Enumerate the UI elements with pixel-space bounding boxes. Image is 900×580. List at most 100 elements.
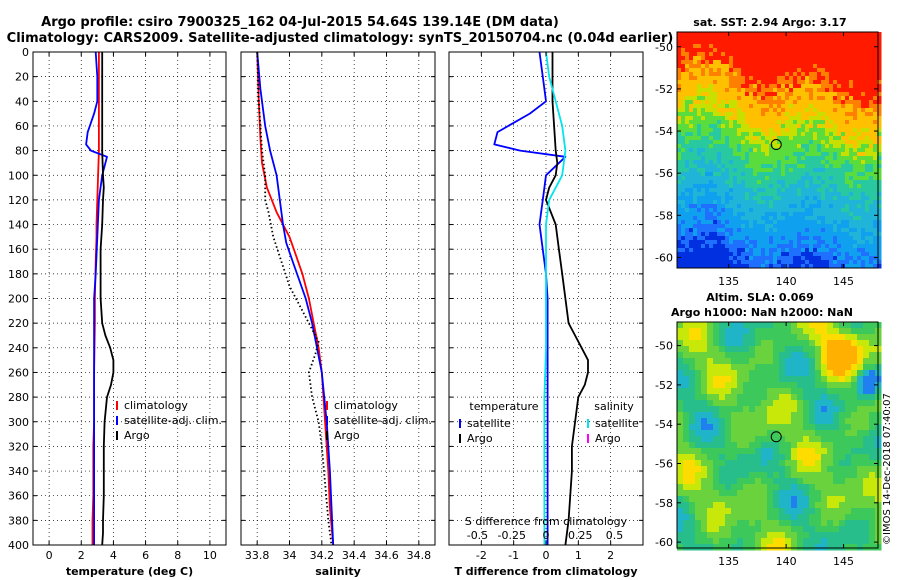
heatmap-cell	[701, 200, 706, 205]
heatmap-cell	[773, 224, 778, 229]
heatmap-cell	[705, 216, 710, 221]
heatmap-cell	[693, 244, 698, 249]
heatmap-cell	[825, 212, 830, 217]
heatmap-cell	[765, 176, 770, 181]
heatmap-cell	[705, 156, 710, 161]
heatmap-cell	[721, 168, 726, 173]
heatmap-cell	[863, 442, 870, 449]
heatmap-cell	[857, 256, 862, 261]
heatmap-cell	[741, 164, 746, 169]
heatmap-cell	[825, 68, 830, 73]
heatmap-cell	[753, 220, 758, 225]
heatmap-cell	[725, 60, 730, 65]
heatmap-cell	[845, 436, 852, 443]
heatmap-cell	[717, 192, 722, 197]
heatmap-cell	[779, 322, 786, 329]
heatmap-cell	[689, 508, 696, 515]
heatmap-cell	[841, 220, 846, 225]
heatmap-cell	[737, 244, 742, 249]
heatmap-cell	[841, 80, 846, 85]
heatmap-cell	[869, 180, 874, 185]
heatmap-cell	[809, 32, 814, 37]
heatmap-cell	[749, 196, 754, 201]
heatmap-cell	[693, 112, 698, 117]
heatmap-cell	[797, 188, 802, 193]
heatmap-cell	[801, 144, 806, 149]
heatmap-cell	[873, 228, 878, 233]
heatmap-cell	[701, 92, 706, 97]
heatmap-cell	[791, 514, 798, 521]
heatmap-cell	[745, 264, 750, 269]
heatmap-cell	[869, 168, 874, 173]
heatmap-cell	[845, 72, 850, 77]
heatmap-cell	[869, 132, 874, 137]
heatmap-cell	[833, 544, 840, 551]
heatmap-cell	[701, 322, 708, 329]
heatmap-cell	[873, 236, 878, 241]
heatmap-cell	[805, 224, 810, 229]
heatmap-cell	[785, 454, 792, 461]
heatmap-cell	[769, 264, 774, 269]
heatmap-cell	[749, 168, 754, 173]
heatmap-cell	[851, 358, 858, 365]
heatmap-cell	[765, 140, 770, 145]
heatmap-cell	[689, 176, 694, 181]
heatmap-cell	[785, 120, 790, 125]
heatmap-cell	[833, 224, 838, 229]
heatmap-cell	[693, 84, 698, 89]
heatmap-cell	[753, 120, 758, 125]
heatmap-cell	[689, 248, 694, 253]
heatmap-cell	[689, 520, 696, 527]
heatmap-cell	[817, 144, 822, 149]
heatmap-cell	[741, 256, 746, 261]
heatmap-cell	[789, 216, 794, 221]
heatmap-cell	[731, 370, 738, 377]
heatmap-cell	[865, 100, 870, 105]
heatmap-cell	[695, 382, 702, 389]
heatmap-cell	[689, 124, 694, 129]
heatmap-cell	[839, 334, 846, 341]
heatmap-cell	[845, 84, 850, 89]
heatmap-cell	[761, 168, 766, 173]
heatmap-cell	[707, 448, 714, 455]
heatmap-cell	[857, 144, 862, 149]
heatmap-cell	[695, 478, 702, 485]
heatmap-cell	[863, 334, 870, 341]
heatmap-cell	[749, 424, 756, 431]
heatmap-cell	[791, 370, 798, 377]
heatmap-cell	[857, 192, 862, 197]
heatmap-cell	[785, 244, 790, 249]
heatmap-cell	[717, 48, 722, 53]
heatmap-cell	[681, 212, 686, 217]
heatmap-cell	[809, 164, 814, 169]
heatmap-cell	[689, 412, 696, 419]
heatmap-cell	[851, 370, 858, 377]
heatmap-cell	[837, 36, 842, 41]
heatmap-cell	[681, 224, 686, 229]
heatmap-cell	[755, 478, 762, 485]
heatmap-cell	[845, 406, 852, 413]
heatmap-cell	[725, 80, 730, 85]
heatmap-cell	[791, 322, 798, 329]
heatmap-cell	[761, 68, 766, 73]
heatmap-cell	[713, 370, 720, 377]
heatmap-cell	[717, 44, 722, 49]
heatmap-cell	[695, 532, 702, 539]
heatmap-cell	[733, 176, 738, 181]
heatmap-cell	[745, 100, 750, 105]
heatmap-cell	[827, 532, 834, 539]
heatmap-cell	[737, 88, 742, 93]
heatmap-cell	[805, 32, 810, 37]
heatmap-cell	[833, 424, 840, 431]
heatmap-cell	[709, 256, 714, 261]
heatmap-cell	[865, 140, 870, 145]
heatmap-cell	[737, 334, 744, 341]
heatmap-cell	[677, 418, 684, 425]
heatmap-cell	[705, 188, 710, 193]
heatmap-cell	[773, 502, 780, 509]
heatmap-cell	[805, 108, 810, 113]
heatmap-cell	[873, 240, 878, 245]
heatmap-cell	[845, 80, 850, 85]
heatmap-cell	[719, 520, 726, 527]
heatmap-cell	[697, 260, 702, 265]
